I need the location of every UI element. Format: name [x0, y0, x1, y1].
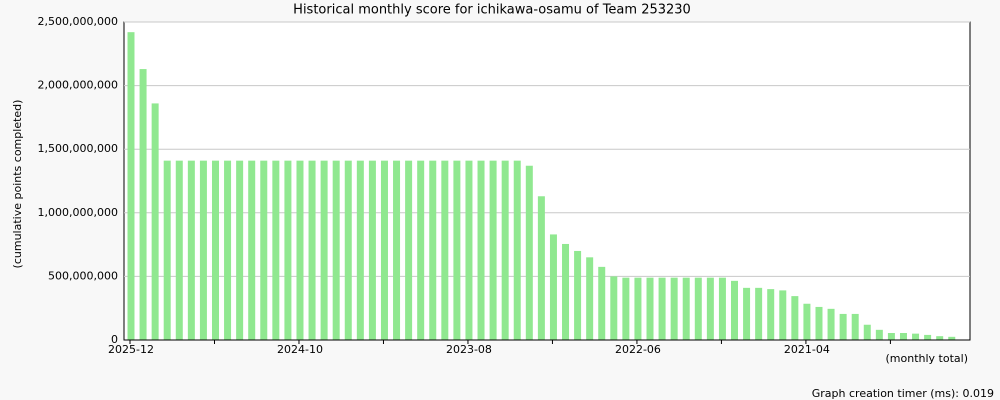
- bar: [912, 333, 920, 340]
- bar: [936, 336, 944, 340]
- bar: [586, 257, 594, 340]
- bar: [827, 308, 835, 340]
- bar: [562, 243, 570, 340]
- x-tick-label: 2023-08: [446, 343, 492, 356]
- bar: [465, 160, 473, 340]
- bar: [634, 277, 642, 340]
- chart-title: Historical monthly score for ichikawa-os…: [293, 3, 691, 18]
- bar: [839, 313, 847, 340]
- bar: [694, 277, 702, 340]
- footer: Graph creation timer (ms): 0.019: [812, 387, 994, 400]
- bar: [525, 165, 533, 340]
- y-axis-label: (cumulative points completed): [11, 100, 24, 269]
- bar: [199, 160, 207, 340]
- bar: [706, 277, 714, 340]
- bar: [308, 160, 316, 340]
- bar: [622, 277, 630, 340]
- bar: [236, 160, 244, 340]
- y-tick-label: 1,500,000,000: [38, 142, 118, 155]
- bar: [320, 160, 328, 340]
- bar: [332, 160, 340, 340]
- bar: [791, 296, 799, 340]
- y-tick-label: 2,500,000,000: [38, 15, 118, 28]
- bar: [211, 160, 219, 340]
- bar: [139, 69, 147, 341]
- bar: [344, 160, 352, 340]
- bar: [718, 277, 726, 340]
- bar: [429, 160, 437, 340]
- bar: [151, 103, 159, 341]
- bar: [803, 303, 811, 340]
- bar: [610, 276, 618, 340]
- x-tick-label: 2022-06: [615, 343, 661, 356]
- bar: [646, 277, 654, 340]
- y-tick-label: 500,000,000: [48, 269, 118, 282]
- bar: [163, 160, 171, 340]
- y-tick-label: 1,000,000,000: [38, 206, 118, 219]
- bar: [441, 160, 449, 340]
- bar: [779, 290, 787, 340]
- bar: [767, 289, 775, 340]
- bar: [477, 160, 485, 340]
- bar: [224, 160, 232, 340]
- bar: [815, 306, 823, 340]
- bar: [380, 160, 388, 340]
- bar: [948, 336, 956, 340]
- bar: [284, 160, 292, 340]
- bar: [356, 160, 364, 340]
- bar: [248, 160, 256, 340]
- bar: [489, 160, 497, 340]
- bar: [924, 334, 932, 340]
- bar: [731, 280, 738, 340]
- bar: [549, 234, 557, 340]
- bar: [899, 333, 907, 340]
- bar: [537, 196, 545, 340]
- bar: [513, 160, 521, 340]
- bar: [453, 160, 461, 340]
- bar: [670, 277, 678, 340]
- bar: [272, 160, 280, 340]
- bar: [417, 160, 425, 340]
- bar: [393, 160, 401, 340]
- bar: [501, 160, 509, 340]
- x-note: (monthly total): [886, 352, 969, 365]
- bar: [658, 277, 666, 340]
- bar: [368, 160, 376, 340]
- x-tick-label: 2024-10: [277, 343, 323, 356]
- y-tick-label: 0: [111, 333, 118, 346]
- bar: [598, 266, 606, 340]
- bar: [682, 277, 690, 340]
- bar: [875, 329, 883, 340]
- bar: [175, 160, 183, 340]
- x-tick-label: 2025-12: [108, 343, 154, 356]
- bar: [743, 287, 751, 340]
- bar: [755, 287, 763, 340]
- bar: [260, 160, 268, 340]
- bar: [887, 333, 895, 340]
- bar: [405, 160, 413, 340]
- bar: [851, 313, 859, 340]
- bar: [296, 160, 304, 340]
- bar: [127, 32, 135, 341]
- bar: [574, 250, 582, 340]
- bar: [187, 160, 195, 340]
- bar: [863, 324, 871, 340]
- x-tick-label: 2021-04: [784, 343, 830, 356]
- y-tick-label: 2,000,000,000: [38, 79, 118, 92]
